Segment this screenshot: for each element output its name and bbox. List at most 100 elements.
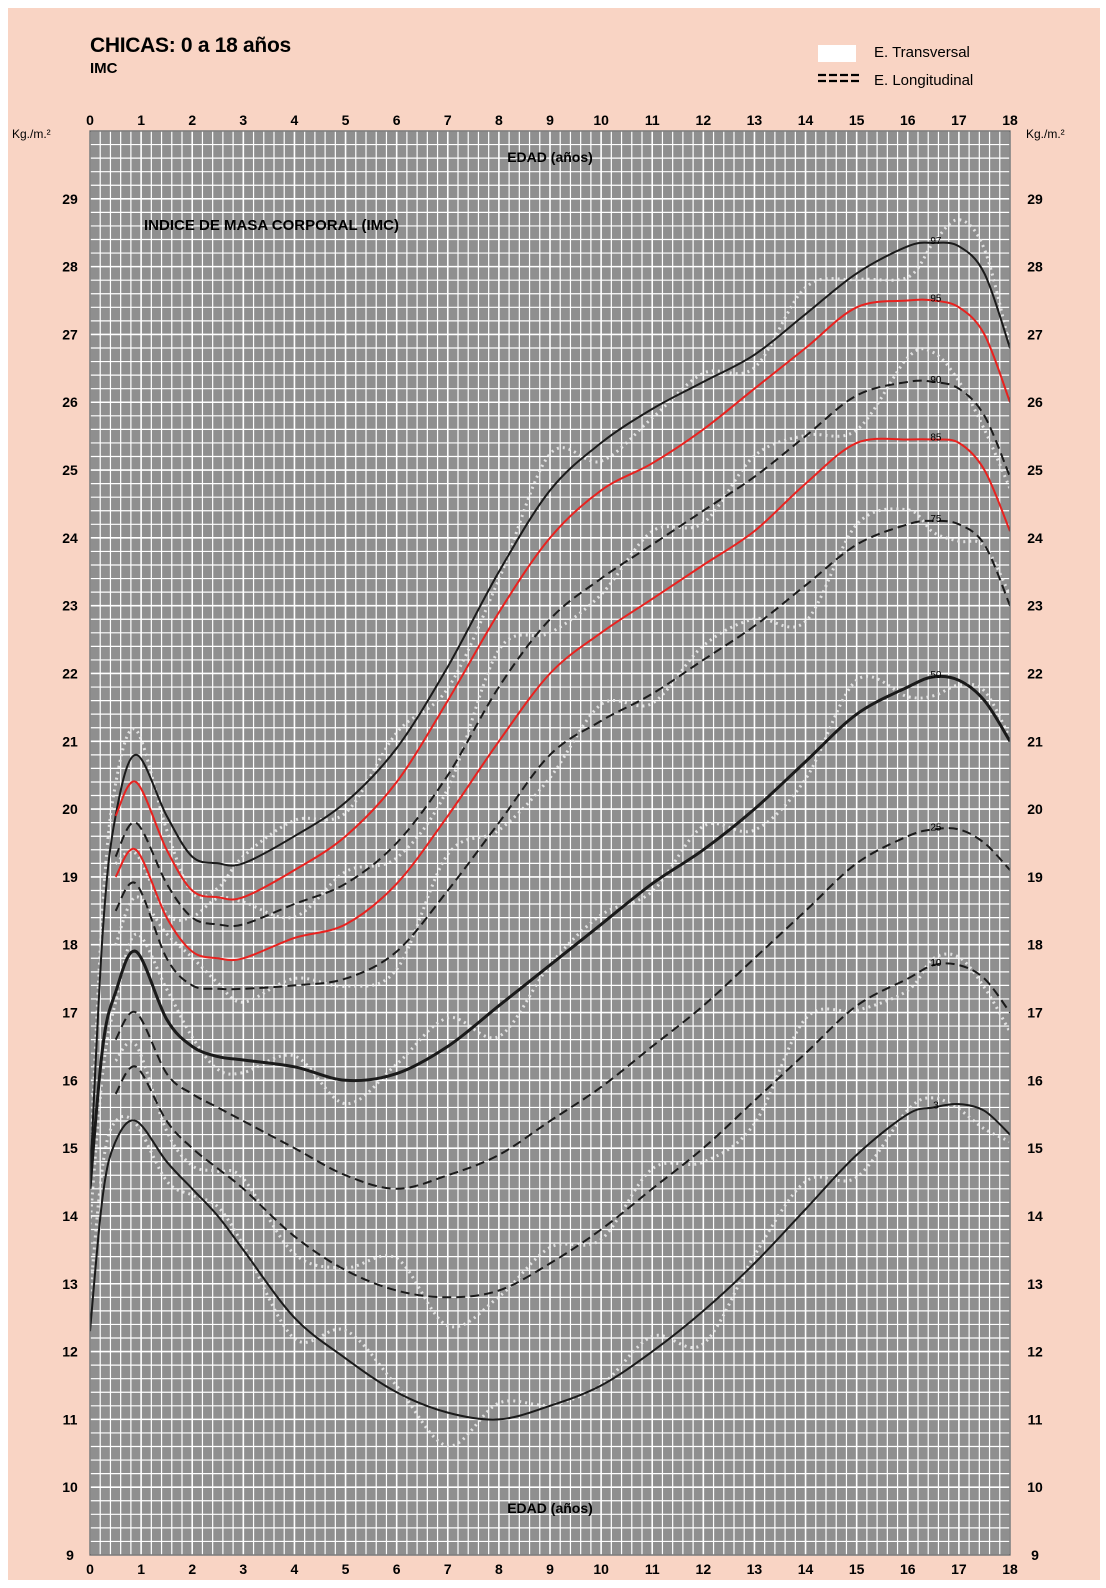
percentile-labels: 97 95 90 85 75 50 25 10 3 bbox=[930, 236, 942, 1112]
percentile-curve bbox=[114, 962, 1010, 1299]
x-tick-label: 1 bbox=[137, 1561, 145, 1577]
y-tick-label: 15 bbox=[1027, 1140, 1043, 1156]
page-background: 97 95 90 85 75 50 25 10 3 0 1 2 3 4 5 6 7 8 9 10 11 12 13 14 15… bbox=[8, 8, 1100, 1580]
x-tick-label: 5 bbox=[342, 1561, 350, 1577]
y-tick-label: 17 bbox=[1027, 1005, 1043, 1021]
percentile-label: 50 bbox=[930, 670, 942, 681]
x-tick-label: 2 bbox=[188, 1561, 196, 1577]
chart-title: INDICE DE MASA CORPORAL (IMC) bbox=[144, 217, 399, 234]
percentile-curves bbox=[90, 241, 1010, 1421]
y-tick-label: 9 bbox=[66, 1547, 74, 1563]
x-tick-label: 17 bbox=[951, 112, 967, 128]
percentile-curve bbox=[90, 1103, 1010, 1421]
x-tick-label: 7 bbox=[444, 1561, 452, 1577]
percentile-curve bbox=[114, 298, 1010, 901]
y-tick-label: 24 bbox=[62, 530, 78, 546]
percentile-curve bbox=[114, 827, 1010, 1190]
y-tick-label: 18 bbox=[62, 937, 78, 953]
x-tick-label: 8 bbox=[495, 1561, 503, 1577]
x-tick-label: 4 bbox=[291, 1561, 299, 1577]
y-tick-label: 10 bbox=[1027, 1479, 1043, 1495]
y-tick-label: 24 bbox=[1027, 530, 1043, 546]
x-tick-label: 14 bbox=[798, 1561, 814, 1577]
y-tick-label: 16 bbox=[1027, 1072, 1043, 1088]
y-tick-label: 12 bbox=[1027, 1344, 1043, 1360]
y-tick-label: 21 bbox=[1027, 733, 1043, 749]
y-tick-label: 15 bbox=[62, 1140, 78, 1156]
legend-label-transversal: E. Transversal bbox=[874, 44, 970, 61]
y-tick-label: 19 bbox=[1027, 869, 1043, 885]
x-tick-label: 7 bbox=[444, 112, 452, 128]
y-tick-label: 13 bbox=[62, 1276, 78, 1292]
y-tick-label: 28 bbox=[62, 259, 78, 275]
percentile-curve bbox=[114, 519, 1010, 991]
x-tick-label: 0 bbox=[86, 1561, 94, 1577]
y-ticks-left: 9 10 11 12 13 14 15 16 17 18 19 20 21 22 23 24 25 26 27 28 2… bbox=[62, 191, 78, 1563]
y-tick-label: 11 bbox=[63, 1411, 78, 1427]
percentile-label: 75 bbox=[930, 514, 942, 525]
y-tick-label: 26 bbox=[62, 394, 78, 410]
y-tick-label: 25 bbox=[1027, 462, 1043, 478]
x-tick-label: 3 bbox=[239, 112, 247, 128]
x-tick-label: 9 bbox=[546, 112, 554, 128]
x-tick-label: 13 bbox=[747, 1561, 763, 1577]
page-title: CHICAS: 0 a 18 años bbox=[90, 34, 291, 57]
page-subtitle: IMC bbox=[90, 60, 118, 77]
y-tick-label: 23 bbox=[1027, 598, 1043, 614]
legend-swatch-transversal bbox=[818, 45, 856, 62]
y-tick-label: 9 bbox=[1031, 1547, 1039, 1563]
x-tick-label: 8 bbox=[495, 112, 503, 128]
y-tick-label: 11 bbox=[1028, 1411, 1043, 1427]
transversal-curve bbox=[114, 952, 1010, 1329]
percentile-curve bbox=[90, 674, 1010, 1189]
x-tick-label: 15 bbox=[849, 1561, 865, 1577]
x-tick-label: 2 bbox=[188, 112, 196, 128]
percentile-label: 3 bbox=[933, 1100, 939, 1111]
y-tick-label: 27 bbox=[62, 326, 78, 342]
transversal-bands bbox=[90, 218, 1010, 1448]
x-tick-label: 10 bbox=[593, 112, 609, 128]
percentile-curve bbox=[114, 437, 1010, 962]
x-label-top: EDAD (años) bbox=[507, 149, 593, 165]
legend-swatch-longitudinal bbox=[818, 73, 860, 83]
x-tick-label: 16 bbox=[900, 1561, 916, 1577]
y-tick-label: 26 bbox=[1027, 394, 1043, 410]
percentile-label: 97 bbox=[930, 236, 942, 247]
x-ticks-bottom: 0 1 2 3 4 5 6 7 8 9 10 11 12 13 14 15 16 17 18 bbox=[86, 1561, 1018, 1577]
x-tick-label: 10 bbox=[593, 1561, 609, 1577]
x-tick-label: 3 bbox=[239, 1561, 247, 1577]
x-tick-label: 9 bbox=[546, 1561, 554, 1577]
y-tick-label: 25 bbox=[62, 462, 78, 478]
x-tick-label: 0 bbox=[86, 112, 94, 128]
x-tick-label: 18 bbox=[1002, 112, 1018, 128]
x-tick-label: 4 bbox=[291, 112, 299, 128]
y-tick-label: 16 bbox=[62, 1072, 78, 1088]
x-tick-label: 12 bbox=[696, 112, 712, 128]
y-tick-label: 10 bbox=[62, 1479, 78, 1495]
y-tick-label: 29 bbox=[62, 191, 78, 207]
percentile-label: 85 bbox=[930, 433, 942, 444]
y-tick-label: 17 bbox=[62, 1005, 78, 1021]
x-tick-label: 11 bbox=[645, 1561, 660, 1577]
y-tick-label: 19 bbox=[62, 869, 78, 885]
y-tick-label: 13 bbox=[1027, 1276, 1043, 1292]
transversal-curve bbox=[90, 218, 1010, 1169]
x-tick-label: 17 bbox=[951, 1561, 967, 1577]
percentile-label: 95 bbox=[930, 294, 942, 305]
x-label-bottom: EDAD (años) bbox=[507, 1500, 593, 1516]
y-unit-left: Kg./m.² bbox=[12, 127, 51, 141]
percentile-label: 10 bbox=[930, 958, 942, 969]
y-tick-label: 28 bbox=[1027, 259, 1043, 275]
x-tick-label: 1 bbox=[137, 112, 145, 128]
x-tick-label: 13 bbox=[747, 112, 763, 128]
x-tick-label: 6 bbox=[393, 112, 401, 128]
y-ticks-right: 9 10 11 12 13 14 15 16 17 18 19 20 21 22 23 24 25 26 27 28 2… bbox=[1027, 191, 1043, 1563]
y-tick-label: 22 bbox=[62, 665, 78, 681]
percentile-curve bbox=[114, 379, 1010, 928]
x-tick-label: 11 bbox=[645, 112, 660, 128]
y-tick-label: 20 bbox=[62, 801, 78, 817]
x-tick-label: 14 bbox=[798, 112, 814, 128]
x-tick-label: 15 bbox=[849, 112, 865, 128]
y-tick-label: 27 bbox=[1027, 326, 1043, 342]
